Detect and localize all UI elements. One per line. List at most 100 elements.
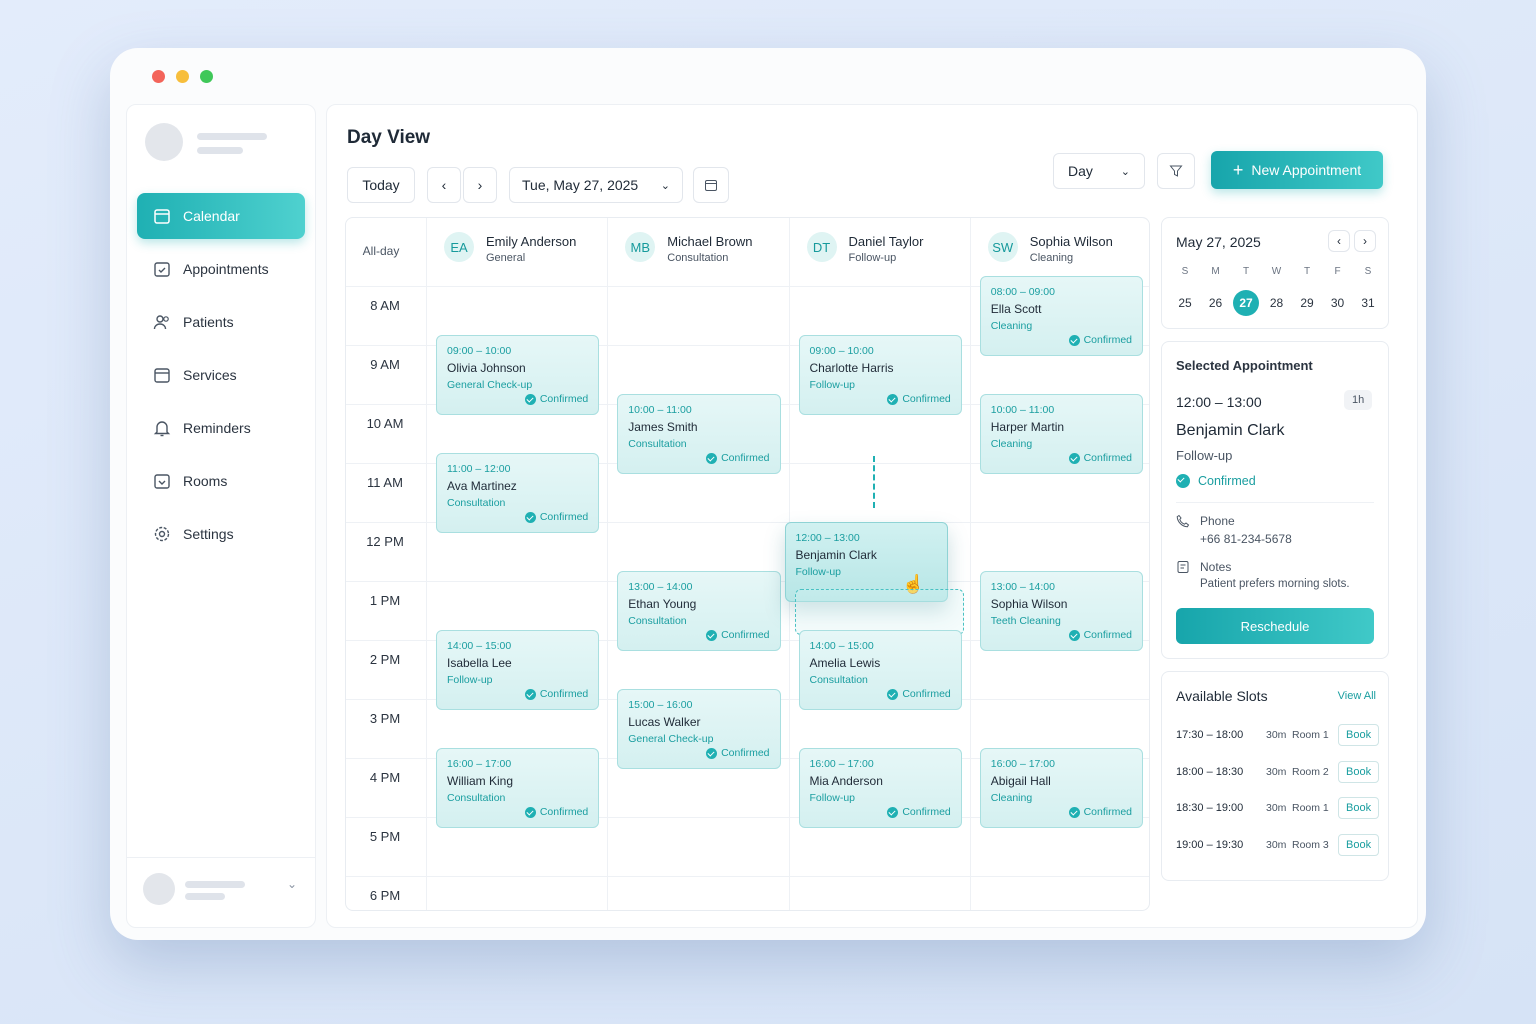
appointment-card[interactable]: 10:00 – 11:00 James Smith Consultation Conf… [617,394,781,474]
weekday: S [1364,266,1372,277]
status-text: Confirmed [721,629,770,641]
day[interactable]: 27 [1233,290,1259,316]
placeholder [197,133,267,140]
view-select[interactable]: Day ⌄ [1053,153,1145,189]
day[interactable]: 30 [1330,296,1345,310]
prev-button[interactable]: ‹ [427,167,461,203]
new-appointment-text: New Appointment [1251,162,1362,178]
reschedule-button[interactable]: Reschedule [1176,608,1374,644]
nav-label: Patients [183,314,234,330]
nav-item[interactable]: Patients [137,299,305,345]
appointment-card[interactable]: 09:00 – 10:00 Olivia Johnson General Check… [436,335,600,415]
maximize-dot[interactable] [200,70,213,83]
appointment-time: 14:00 – 15:00 [447,640,512,652]
time-label: 10 AM [366,416,404,431]
notes-icon [1177,561,1189,573]
divider [1176,502,1374,503]
page-title: Day View [347,127,431,148]
appointment-card[interactable]: 11:00 – 12:00 Ava Martinez Consultation Con… [436,453,600,533]
appointment-card[interactable]: 16:00 – 17:00 Abigail Hall Cleaning Confirm… [979,748,1143,828]
drop-placeholder [794,589,964,635]
appointment-card[interactable]: 14:00 – 15:00 Isabella Lee Follow-up Confir… [436,630,600,710]
provider-role: Cleaning [1029,252,1074,264]
appointment-time: 12:00 – 13:00 [795,532,860,544]
appointment-card[interactable]: 15:00 – 16:00 Lucas Walker General Check-u… [617,689,781,769]
today-button[interactable]: Today [347,167,415,203]
appointment-time: 09:00 – 10:00 [809,345,874,357]
book-button[interactable]: Book [1338,833,1380,856]
appointment-time: 11:00 – 12:00 [447,463,511,475]
column-line [969,218,971,910]
appointment-card[interactable]: 13:00 – 14:00 Sophia Wilson Teeth Cleaning… [979,571,1143,651]
book-button[interactable]: Book [1338,797,1380,819]
day[interactable]: 31 [1361,296,1375,310]
slot-room: Room 1 [1292,802,1329,814]
mini-next[interactable]: › [1354,230,1376,252]
book-button[interactable]: Book [1338,760,1380,783]
date-text: Tue, May 27, 2025 [522,177,639,193]
day[interactable]: 28 [1269,296,1284,310]
time-label: 4 PM [369,770,401,785]
mini-prev[interactable]: ‹ [1328,230,1350,252]
next-button[interactable]: › [463,167,497,203]
appointment-status: Confirmed [524,804,589,821]
nav-item[interactable]: Reminders [137,405,305,451]
chevron[interactable]: ⌄ [287,877,298,891]
day[interactable]: 29 [1300,296,1314,310]
date-picker[interactable]: Tue, May 27, 2025 ⌄ [509,167,683,203]
appointment-status: Confirmed [887,391,951,408]
day[interactable]: 25 [1178,296,1192,310]
calendar-button[interactable] [693,167,729,203]
view-all-link[interactable]: View All [1337,690,1376,702]
appointment-status: Confirmed [887,804,951,821]
selected-title: Selected Appointment [1176,358,1313,373]
status-text: Confirmed [539,806,589,818]
appointment-card[interactable]: 16:00 – 17:00 Mia Anderson Follow-up Confir… [798,748,962,828]
close-dot[interactable] [152,70,165,83]
appointment-card[interactable]: 13:00 – 14:00 Ethan Young Consultation Conf… [617,571,781,651]
time-label: 9 AM [370,357,400,372]
appointment-card[interactable]: 14:00 – 15:00 Amelia Lewis Consultation Con… [798,630,962,710]
phone-label: Phone [1200,514,1235,528]
appointment-service: Consultation [628,438,687,450]
time-label: 8 AM [370,298,400,313]
day[interactable]: 26 [1208,296,1223,310]
appointment-service: Cleaning [990,792,1033,804]
nav-label: Services [183,367,237,383]
book-button[interactable]: Book [1338,724,1380,746]
appointment-card[interactable]: 09:00 – 10:00 Charlotte Harris Follow-up Co… [798,335,962,415]
appointment-patient: James Smith [628,420,698,434]
appointment-status: Confirmed [706,745,770,762]
appointment-time: 09:00 – 10:00 [447,345,512,357]
slot-room: Room 1 [1292,729,1329,741]
nav-item[interactable]: Appointments [137,246,305,292]
nav-item[interactable]: Settings [137,511,305,557]
nav-item[interactable]: Services [137,352,305,398]
header-line [346,286,1149,287]
status-text: Confirmed [539,511,589,523]
appointment-patient: Isabella Lee [447,656,512,670]
view-text: Day [1068,163,1093,179]
status-text: Confirmed [902,393,951,405]
placeholder [197,147,243,154]
mini-month: May 27, 2025 [1176,234,1261,250]
appointment-status: Confirmed [524,391,588,408]
appointment-service: Cleaning [990,438,1033,450]
filter-button[interactable] [1157,153,1195,189]
nav-item[interactable]: Rooms [137,458,305,504]
slot-room: Room 2 [1292,765,1329,778]
status-text: Confirmed [1198,474,1256,488]
nav-item[interactable]: Calendar [137,193,305,239]
appointment-card[interactable]: 10:00 – 11:00 Harper Martin Cleaning Confir… [979,394,1143,474]
appointment-time: 16:00 – 17:00 [809,758,874,770]
minimize-dot[interactable] [176,70,189,83]
appointment-card[interactable]: 08:00 – 09:00 Ella Scott Cleaning Confirmed [979,276,1143,356]
appointment-service: Follow-up [447,674,493,686]
appointment-service: General Check-up [447,379,533,391]
status-text: Confirmed [1083,629,1132,641]
appointment-patient: Ethan Young [628,597,697,611]
appointment-card[interactable]: 16:00 – 17:00 William King Consultation Con… [436,748,600,828]
dragged-appointment[interactable]: 12:00 – 13:00 Benjamin Clark Follow-up ☝ [784,522,948,602]
new-appointment-button[interactable]: + New Appointment [1211,151,1383,189]
notes-text: Patient prefers morning slots. [1200,578,1350,590]
